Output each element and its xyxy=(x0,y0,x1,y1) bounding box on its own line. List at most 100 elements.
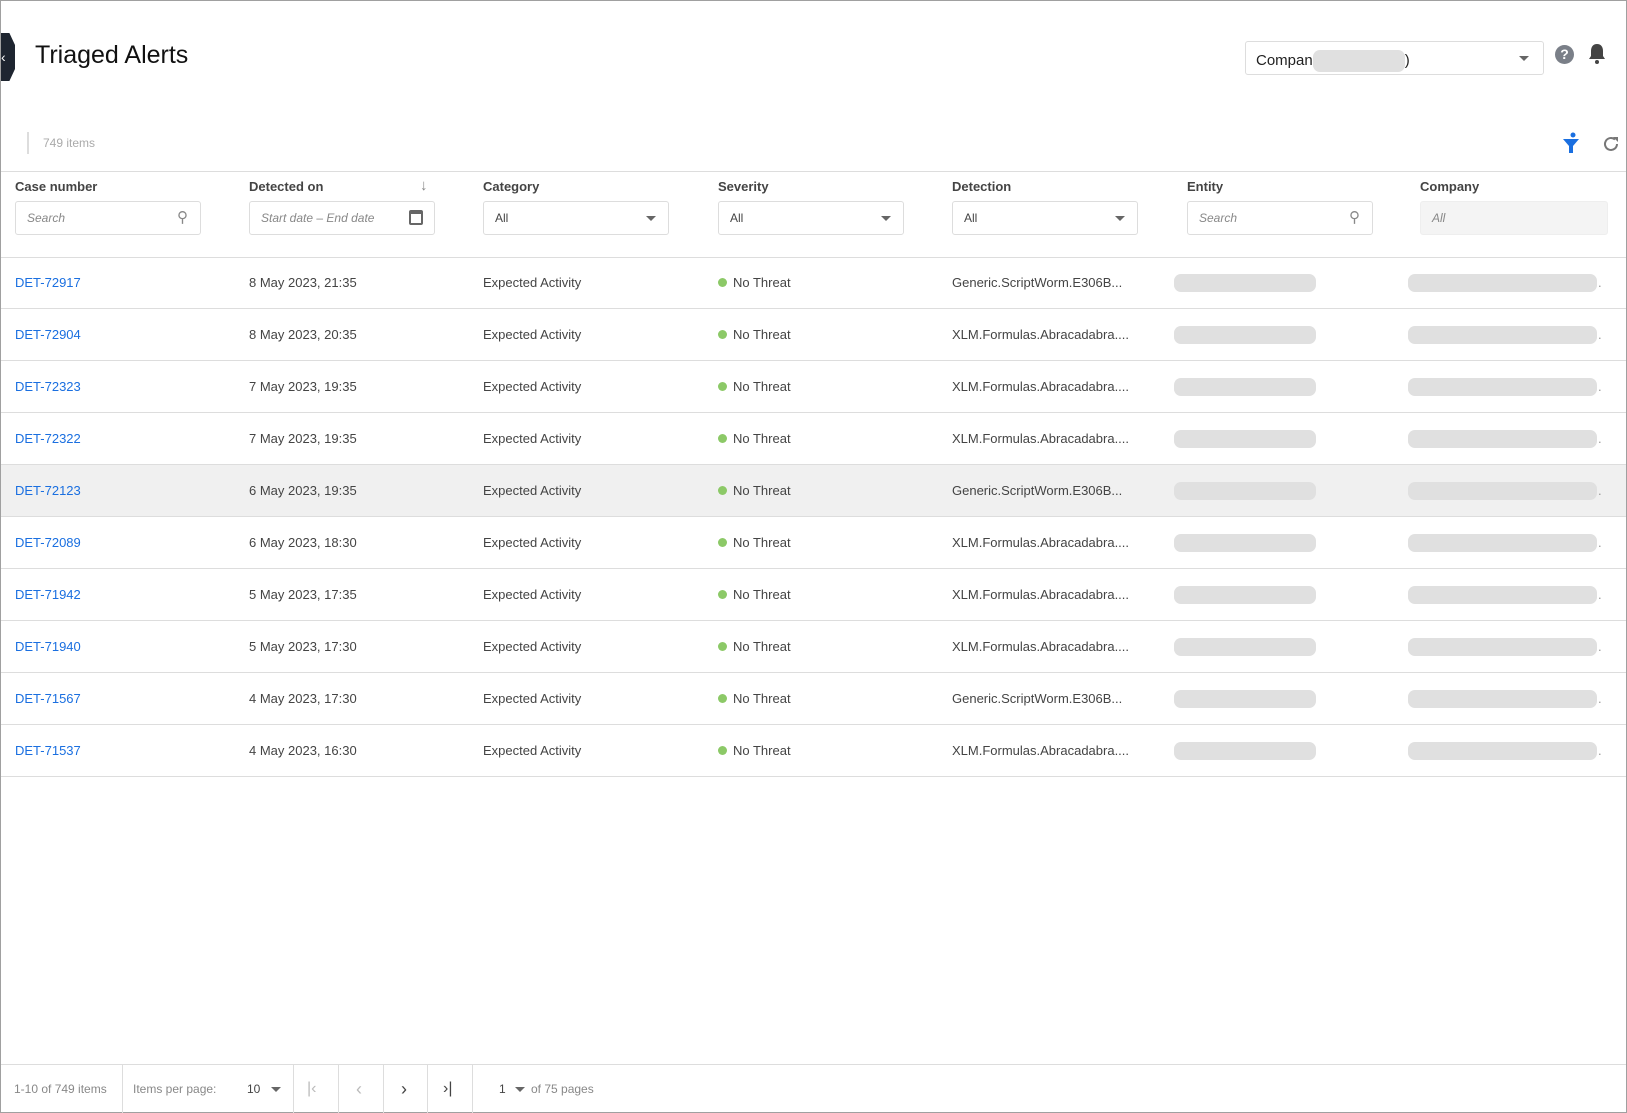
case-link[interactable]: DET-71567 xyxy=(15,691,81,706)
last-page-button[interactable]: ›| xyxy=(443,1080,453,1097)
next-page-button[interactable]: › xyxy=(401,1079,407,1099)
severity: No Threat xyxy=(718,361,791,413)
status-dot-icon xyxy=(718,694,727,703)
search-icon: ⚲ xyxy=(177,209,188,226)
case-link[interactable]: DET-72089 xyxy=(15,535,81,550)
chevron-down-icon xyxy=(646,216,656,221)
redacted-company xyxy=(1408,326,1597,344)
table-row[interactable]: DET-71567 4 May 2023, 17:30 Expected Act… xyxy=(1,673,1626,725)
category: Expected Activity xyxy=(483,587,582,602)
case-link[interactable]: DET-72904 xyxy=(15,327,81,342)
status-dot-icon xyxy=(718,486,727,495)
detection-select[interactable]: All xyxy=(952,201,1138,235)
company-select-text: Compan xyxy=(1256,51,1313,69)
ellipsis: . xyxy=(1598,743,1602,758)
redacted-entity xyxy=(1174,742,1316,760)
date-separator: – xyxy=(316,211,324,225)
placeholder: Search xyxy=(27,211,66,225)
end-date: End date xyxy=(326,211,375,225)
severity: No Threat xyxy=(718,569,791,621)
prev-page-button[interactable]: ‹ xyxy=(356,1079,362,1099)
chevron-down-icon xyxy=(1115,216,1125,221)
chevron-down-icon[interactable] xyxy=(515,1087,525,1092)
category: Expected Activity xyxy=(483,535,582,550)
ellipsis: . xyxy=(1598,691,1602,706)
header-company[interactable]: Company xyxy=(1420,179,1480,194)
date-range-input[interactable]: Start date – End date xyxy=(249,201,435,235)
table-row[interactable]: DET-71537 4 May 2023, 16:30 Expected Act… xyxy=(1,725,1626,777)
category-select[interactable]: All xyxy=(483,201,669,235)
chevron-down-icon xyxy=(881,216,891,221)
redacted-entity xyxy=(1174,326,1316,344)
refresh-icon[interactable] xyxy=(1601,134,1621,154)
severity: No Threat xyxy=(718,257,791,309)
filter-icon[interactable] xyxy=(1562,132,1580,154)
range-text: 1-10 of 749 items xyxy=(14,1082,107,1096)
category: Expected Activity xyxy=(483,327,582,342)
case-link[interactable]: DET-72917 xyxy=(15,275,81,290)
redacted-company xyxy=(1408,534,1597,552)
divider xyxy=(427,1065,428,1113)
header-category[interactable]: Category xyxy=(483,179,540,194)
severity-select[interactable]: All xyxy=(718,201,904,235)
case-link[interactable]: DET-72123 xyxy=(15,483,81,498)
divider xyxy=(1,171,1626,172)
redacted-company xyxy=(1408,482,1597,500)
page-count: of 75 pages xyxy=(531,1082,594,1096)
case-link[interactable]: DET-71942 xyxy=(15,587,81,602)
divider xyxy=(1,257,1626,258)
detected-on: 5 May 2023, 17:35 xyxy=(249,587,357,602)
header-entity[interactable]: Entity xyxy=(1187,179,1224,194)
detection: XLM.Formulas.Abracadabra.... xyxy=(952,535,1130,550)
company-select[interactable]: Compan) xyxy=(1245,41,1544,75)
ellipsis: . xyxy=(1598,431,1602,446)
case-link[interactable]: DET-71537 xyxy=(15,743,81,758)
page-title: Triaged Alerts xyxy=(35,41,189,69)
calendar-icon[interactable] xyxy=(409,210,423,225)
detection: Generic.ScriptWorm.E306B... xyxy=(952,483,1123,498)
header-detected-on[interactable]: Detected on xyxy=(249,179,324,194)
page-select[interactable]: 1 xyxy=(499,1082,506,1096)
case-number-search-input[interactable]: Search ⚲ xyxy=(15,201,201,235)
category: Expected Activity xyxy=(483,431,582,446)
table-row[interactable]: DET-71940 5 May 2023, 17:30 Expected Act… xyxy=(1,621,1626,673)
selected: All xyxy=(495,211,509,225)
header-detection[interactable]: Detection xyxy=(952,179,1012,194)
severity-text: No Threat xyxy=(733,691,791,706)
status-dot-icon xyxy=(718,746,727,755)
ellipsis: . xyxy=(1598,379,1602,394)
table-row[interactable]: DET-72904 8 May 2023, 20:35 Expected Act… xyxy=(1,309,1626,361)
header-severity[interactable]: Severity xyxy=(718,179,769,194)
first-page-button[interactable]: |‹ xyxy=(307,1080,317,1097)
redacted-entity xyxy=(1174,430,1316,448)
table-row[interactable]: DET-72123 6 May 2023, 19:35 Expected Act… xyxy=(1,465,1626,517)
ellipsis: . xyxy=(1598,327,1602,342)
collapse-sidebar-button[interactable]: ‹ xyxy=(1,33,15,81)
sort-down-icon[interactable]: ↓ xyxy=(420,177,428,194)
help-icon[interactable]: ? xyxy=(1555,45,1574,64)
table-row[interactable]: DET-71942 5 May 2023, 17:35 Expected Act… xyxy=(1,569,1626,621)
detection: XLM.Formulas.Abracadabra.... xyxy=(952,743,1130,758)
detected-on: 8 May 2023, 20:35 xyxy=(249,327,357,342)
detected-on: 6 May 2023, 18:30 xyxy=(249,535,357,550)
severity: No Threat xyxy=(718,413,791,465)
table-row[interactable]: DET-72323 7 May 2023, 19:35 Expected Act… xyxy=(1,361,1626,413)
entity-search-input[interactable]: Search ⚲ xyxy=(1187,201,1373,235)
selected: All xyxy=(730,211,744,225)
case-link[interactable]: DET-72323 xyxy=(15,379,81,394)
per-page-select[interactable]: 10 xyxy=(247,1082,261,1096)
chevron-down-icon[interactable] xyxy=(271,1087,281,1092)
redacted-company xyxy=(1312,50,1405,72)
table-row[interactable]: DET-72917 8 May 2023, 21:35 Expected Act… xyxy=(1,257,1626,309)
bell-icon[interactable] xyxy=(1587,43,1607,65)
table-row[interactable]: DET-72089 6 May 2023, 18:30 Expected Act… xyxy=(1,517,1626,569)
redacted-company xyxy=(1408,742,1597,760)
case-link[interactable]: DET-72322 xyxy=(15,431,81,446)
pagination-bar: 1-10 of 749 items Items per page: 10 |‹ … xyxy=(1,1064,1626,1113)
table-row[interactable]: DET-72322 7 May 2023, 19:35 Expected Act… xyxy=(1,413,1626,465)
status-dot-icon xyxy=(718,382,727,391)
case-link[interactable]: DET-71940 xyxy=(15,639,81,654)
header-case-number[interactable]: Case number xyxy=(15,179,98,194)
severity-text: No Threat xyxy=(733,379,791,394)
severity-text: No Threat xyxy=(733,275,791,290)
